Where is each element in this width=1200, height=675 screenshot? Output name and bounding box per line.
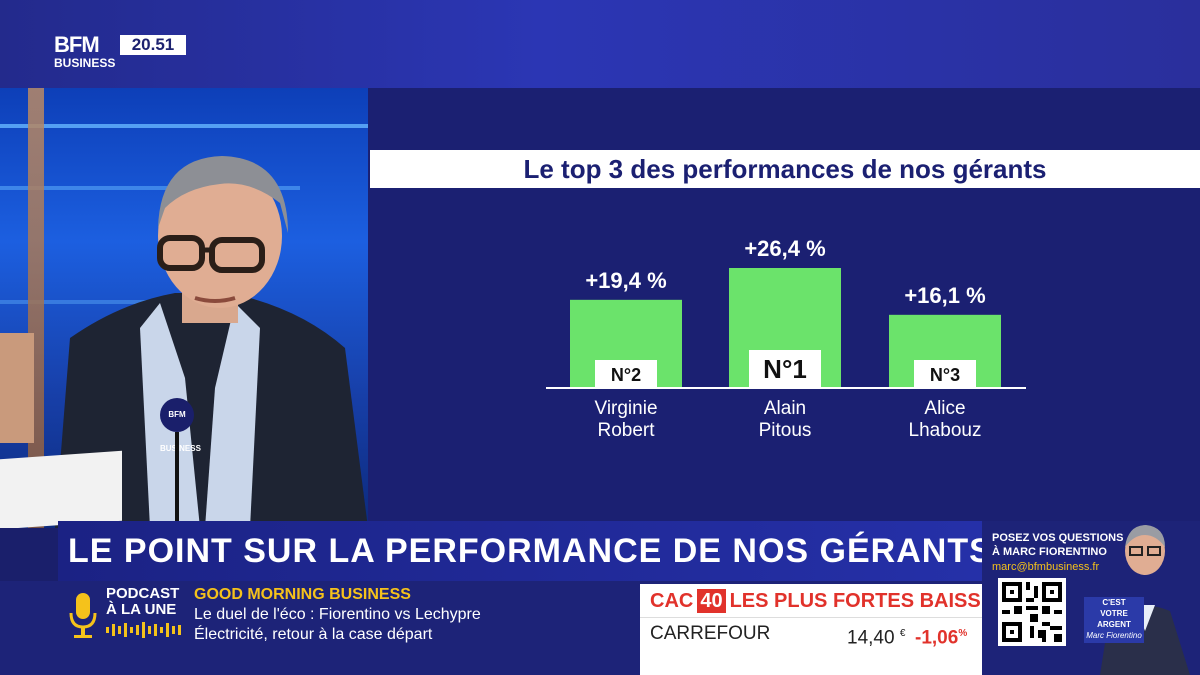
stock-change-unit: % — [958, 628, 968, 639]
studio-panel — [0, 333, 34, 443]
podcast-label-line1: PODCAST — [106, 585, 180, 602]
market-heading-text: LES PLUS FORTES BAISSES — [729, 590, 1008, 612]
mic-stand — [175, 432, 179, 528]
rank-label: N°3 — [930, 365, 960, 385]
rank-label: N°1 — [763, 354, 807, 384]
chart-title: Le top 3 des performances de nos gérants — [370, 150, 1200, 188]
show-badge: C'EST VOTRE ARGENT Marc Fiorentino — [1084, 597, 1144, 643]
market-heading: CAC 40 LES PLUS FORTES BAISSES — [650, 589, 1007, 613]
badge-line3: ARGENT — [1097, 620, 1131, 629]
value-label: +26,4 % — [744, 236, 825, 261]
channel-logo: BFM BUSINESS — [54, 34, 118, 74]
stock-change-value: -1,06 — [915, 627, 959, 649]
show-line1: Le duel de l'éco : Fiorentino vs Lechypr… — [194, 606, 481, 623]
headline-text: LE POINT SUR LA PERFORMANCE DE NOS GÉRAN… — [68, 532, 993, 570]
rank-badge — [595, 360, 657, 388]
divider — [640, 617, 982, 618]
market-box: CAC 40 LES PLUS FORTES BAISSES CARREFOUR 1… — [640, 584, 1007, 675]
light-streak — [0, 124, 368, 128]
rank-label: N°2 — [611, 365, 641, 385]
logo-business: BUSINESS — [54, 56, 116, 70]
index-number: 40 — [697, 589, 726, 613]
microphone-icon — [69, 593, 97, 638]
audio-wave-icon — [106, 622, 181, 638]
promo-line2: À MARC FIORENTINO — [992, 546, 1107, 558]
badge-line1: C'EST — [1102, 598, 1126, 607]
studio-video: BFM BUSINESS — [0, 88, 368, 528]
microphone: BFM BUSINESS — [160, 398, 201, 528]
category-label: Pitous — [759, 420, 812, 441]
index-prefix: CAC — [650, 590, 694, 612]
promo-email[interactable]: marc@bfmbusiness.fr — [992, 561, 1100, 573]
light-streak — [0, 186, 300, 190]
top-bar: BFM BUSINESS 20.51 — [0, 0, 1200, 88]
light-streak — [0, 300, 250, 304]
podcast-label-line2: À LA UNE — [106, 601, 177, 618]
value-label: +19,4 % — [585, 268, 666, 293]
value-label: +16,1 % — [904, 283, 985, 308]
podcast-label: PODCAST À LA UNE — [106, 586, 179, 618]
presenter-figure — [55, 156, 368, 528]
rank-badge — [914, 360, 976, 388]
category-label: Lhabouz — [909, 420, 982, 441]
stock-price-value: 14,40 — [847, 627, 895, 649]
qr-code[interactable] — [998, 578, 1066, 646]
badge-signature: Marc Fiorentino — [1086, 631, 1142, 640]
stock-price: 14,40 € — [847, 622, 905, 650]
stock-currency: € — [899, 628, 906, 639]
category-label: Alice — [924, 398, 965, 419]
graphic-panel: Le top 3 des performances de nos gérants… — [368, 88, 1200, 528]
stock-name: CARREFOUR — [650, 623, 771, 644]
category-label: Robert — [597, 420, 655, 441]
promo-box: POSEZ VOS QUESTIONS À MARC FIORENTINO ma… — [982, 521, 1200, 675]
mic-flag: BFM BUSINESS — [160, 398, 201, 453]
badge-line2: VOTRE — [1100, 609, 1128, 618]
stock-change: -1,06% — [915, 622, 967, 650]
show-title: GOOD MORNING BUSINESS — [194, 586, 411, 603]
logo-bfm: BFM — [54, 32, 100, 57]
rank-badge — [749, 350, 821, 388]
promo-line1: POSEZ VOS QUESTIONS — [992, 532, 1124, 544]
show-line2: Électricité, retour à la case départ — [194, 626, 433, 643]
category-label: Virginie — [594, 398, 657, 419]
category-label: Alain — [764, 398, 806, 419]
headline-bar: LE POINT SUR LA PERFORMANCE DE NOS GÉRAN… — [58, 521, 992, 581]
clock: 20.51 — [120, 35, 186, 55]
paper-sheet — [0, 450, 122, 528]
